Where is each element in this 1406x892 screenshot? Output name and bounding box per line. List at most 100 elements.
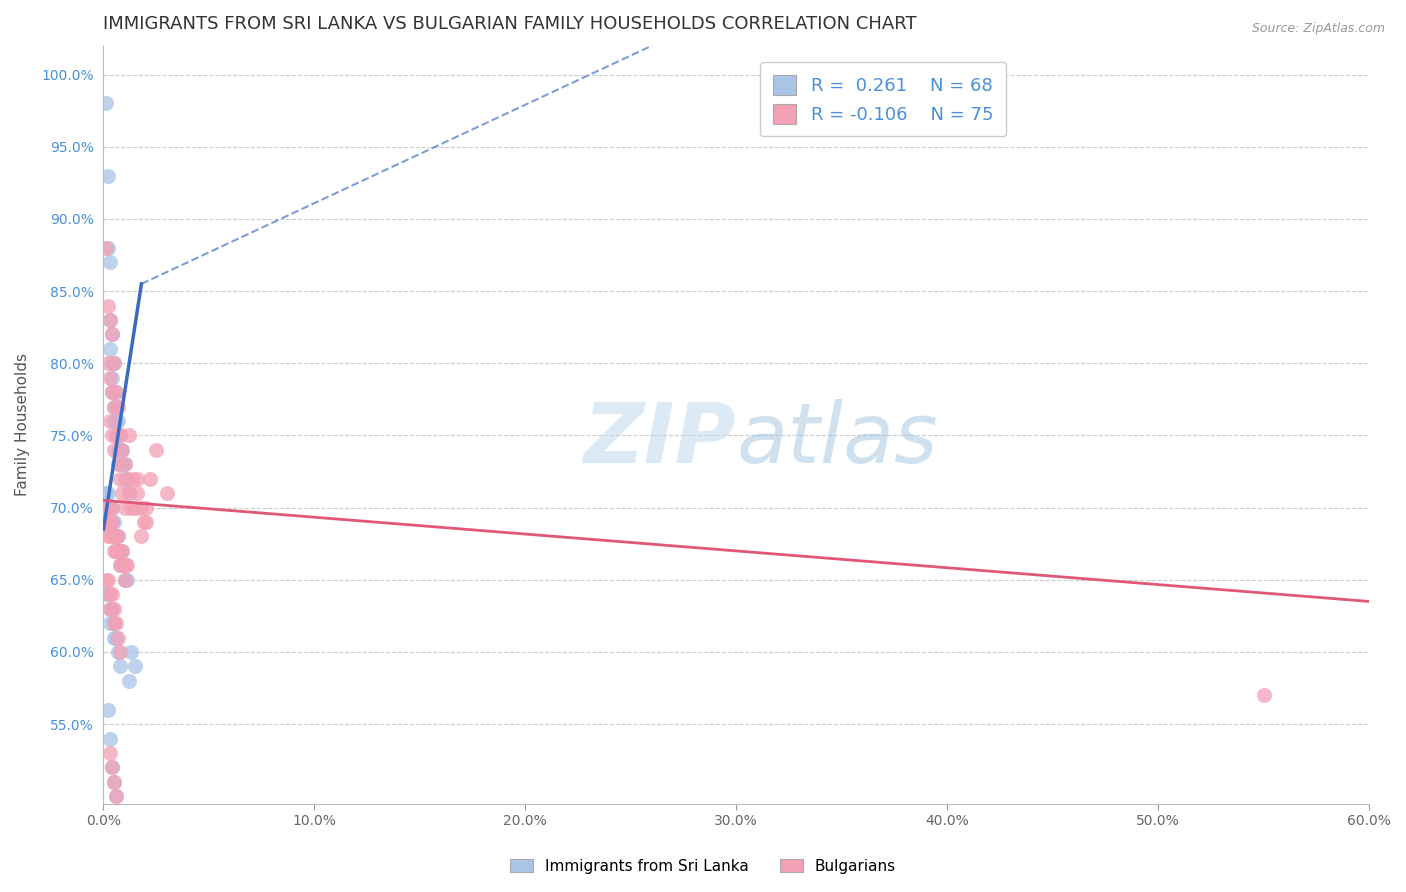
Point (103, 631, 125, 645)
Point (114, 573, 136, 587)
Point (110, 472, 132, 486)
Point (114, 558, 136, 573)
Point (101, 515, 124, 529)
Point (98, 370, 121, 384)
Point (103, 356, 125, 370)
Point (107, 529, 129, 543)
Point (105, 385, 128, 400)
Point (114, 558, 136, 573)
Point (105, 544, 128, 558)
Point (103, 515, 125, 529)
Point (98, 616, 121, 631)
Point (103, 414, 125, 428)
Point (110, 558, 132, 573)
Point (98, 601, 121, 615)
Point (135, 500, 157, 515)
Point (1253, 688, 1275, 702)
Point (107, 544, 129, 558)
Point (101, 327, 124, 342)
Point (118, 486, 141, 500)
Point (103, 385, 125, 400)
Point (110, 442, 132, 457)
Point (107, 544, 129, 558)
Point (101, 428, 124, 442)
Point (101, 760, 124, 774)
Point (98, 746, 121, 760)
Point (139, 472, 162, 486)
Point (110, 428, 132, 442)
Point (107, 529, 129, 543)
Point (105, 428, 128, 442)
Point (97, 587, 120, 601)
Point (111, 818, 134, 832)
Text: atlas: atlas (737, 400, 938, 480)
Point (94, 587, 117, 601)
Point (120, 500, 142, 515)
Point (94, 96, 117, 111)
Point (132, 515, 155, 529)
Point (94, 515, 117, 529)
Point (107, 414, 129, 428)
Point (111, 558, 134, 573)
Point (103, 616, 125, 631)
Point (107, 804, 129, 818)
Point (103, 529, 125, 543)
Legend: R =  0.261    N = 68, R = -0.106    N = 75: R = 0.261 N = 68, R = -0.106 N = 75 (761, 62, 1005, 136)
Point (111, 486, 134, 500)
Point (127, 486, 149, 500)
Point (122, 472, 145, 486)
Point (97, 500, 120, 515)
Point (107, 631, 129, 645)
Point (103, 529, 125, 543)
Point (105, 616, 128, 631)
Point (111, 544, 134, 558)
Text: ZIP: ZIP (583, 400, 737, 480)
Point (101, 327, 124, 342)
Text: IMMIGRANTS FROM SRI LANKA VS BULGARIAN FAMILY HOUSEHOLDS CORRELATION CHART: IMMIGRANTS FROM SRI LANKA VS BULGARIAN F… (104, 15, 917, 33)
Point (115, 472, 138, 486)
Point (111, 558, 134, 573)
Point (115, 472, 138, 486)
Point (98, 500, 121, 515)
Point (101, 370, 124, 384)
Point (107, 645, 129, 659)
Point (124, 500, 146, 515)
Point (98, 342, 121, 356)
Point (97, 486, 120, 500)
Point (101, 500, 124, 515)
Point (97, 298, 120, 312)
Point (94, 573, 117, 587)
Point (111, 442, 134, 457)
Point (98, 255, 121, 269)
Point (114, 472, 136, 486)
Point (103, 400, 125, 414)
Point (135, 515, 157, 529)
Point (114, 500, 136, 515)
Point (98, 731, 121, 746)
Point (110, 659, 132, 673)
Point (105, 631, 128, 645)
Point (115, 558, 138, 573)
Point (111, 458, 134, 472)
Point (110, 558, 132, 573)
Point (98, 587, 121, 601)
Point (105, 544, 128, 558)
Point (110, 645, 132, 659)
Point (98, 515, 121, 529)
Point (94, 241, 117, 255)
Point (101, 760, 124, 774)
Point (107, 458, 129, 472)
Point (110, 428, 132, 442)
Legend: Immigrants from Sri Lanka, Bulgarians: Immigrants from Sri Lanka, Bulgarians (503, 853, 903, 880)
Point (111, 442, 134, 457)
Point (107, 400, 129, 414)
Point (103, 775, 125, 789)
Point (124, 659, 146, 673)
Point (145, 442, 167, 457)
Text: Source: ZipAtlas.com: Source: ZipAtlas.com (1251, 22, 1385, 36)
Point (110, 458, 132, 472)
Point (114, 458, 136, 472)
Point (103, 356, 125, 370)
Point (131, 529, 153, 543)
Point (98, 313, 121, 327)
